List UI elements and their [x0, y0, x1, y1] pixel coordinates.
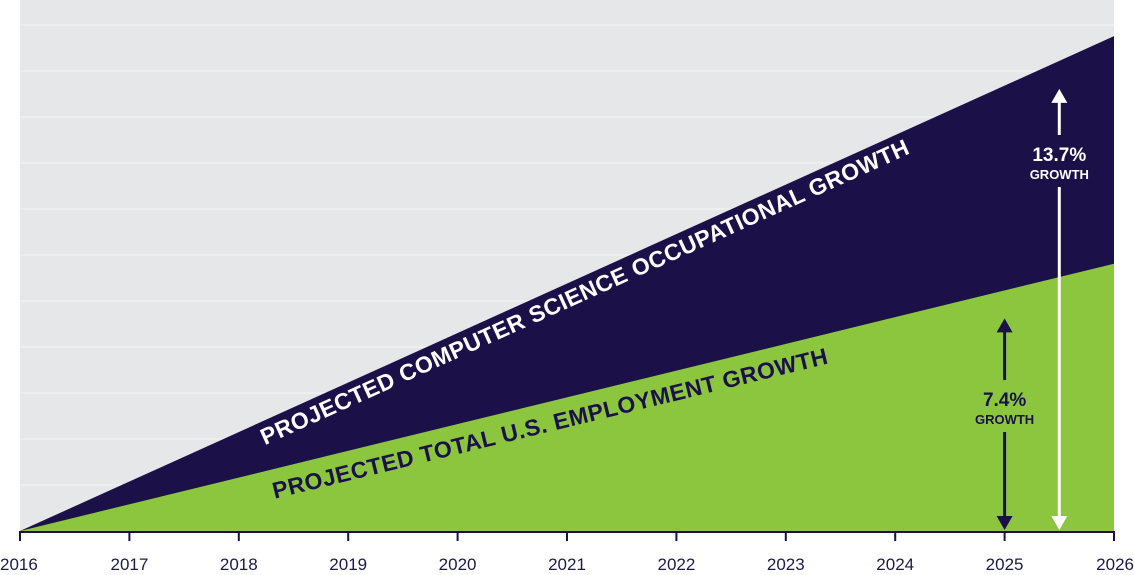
arrow-up-icon — [996, 318, 1013, 333]
x-tick-label: 2023 — [767, 555, 805, 574]
x-tick-label: 2024 — [876, 555, 914, 574]
x-tick-label: 2026 — [1096, 555, 1134, 574]
x-tick-label: 2017 — [110, 555, 148, 574]
arrow-down-icon — [996, 516, 1013, 530]
x-tick-label: 2016 — [0, 555, 38, 574]
x-tick-label: 2021 — [548, 555, 586, 574]
growth-annotation-1: 7.4%GROWTH — [975, 318, 1034, 530]
x-tick-label: 2018 — [220, 555, 258, 574]
arrow-up-icon — [1051, 88, 1068, 103]
growth-percent-label: 13.7% — [1032, 145, 1086, 166]
x-tick-label: 2020 — [439, 555, 477, 574]
arrow-down-icon — [1051, 516, 1068, 530]
x-tick-label: 2022 — [657, 555, 695, 574]
growth-annotation-0: 13.7%GROWTH — [1030, 88, 1089, 530]
growth-caption-label: GROWTH — [975, 412, 1034, 427]
growth-percent-label: 7.4% — [983, 390, 1026, 411]
x-axis-ticks: 2016 2017 2018 2019 2020 2021 2022 2023 2024 2025… — [0, 531, 1134, 574]
x-tick-label: 2025 — [986, 555, 1024, 574]
area-us-employment-growth — [20, 263, 1114, 531]
growth-caption-label: GROWTH — [1030, 167, 1089, 182]
x-tick-label: 2019 — [329, 555, 367, 574]
